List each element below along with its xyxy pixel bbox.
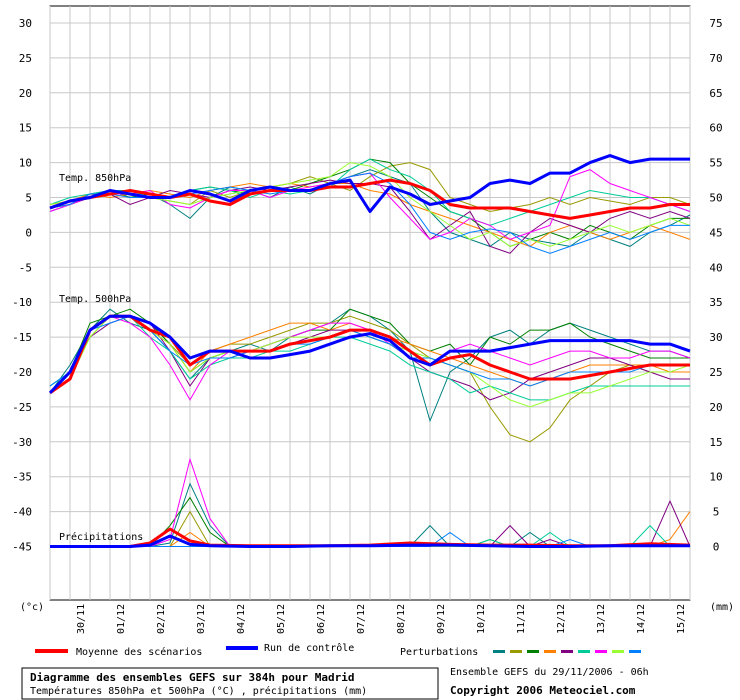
control-series-line — [49, 154, 690, 213]
legend-perturbation-swatch — [561, 650, 573, 653]
control-series-line — [48, 314, 691, 394]
x-tick-label: 30/11 — [76, 604, 87, 634]
left-tick-label: 30 — [19, 17, 32, 30]
chart-subtitle: Températures 850hPa et 500hPa (°C) , pré… — [30, 685, 367, 697]
control-series-line — [50, 534, 690, 548]
right-tick-label: 30 — [709, 331, 722, 344]
perturbation-series-line — [49, 315, 690, 387]
right-tick-label: 25 — [709, 366, 722, 379]
legend-perturbation-swatch — [510, 650, 522, 653]
x-axis: 30/11 01/12 02/12 03/12 04/12 05/12 06/12 07/12… — [76, 604, 687, 634]
x-tick-label: 05/12 — [276, 604, 287, 634]
legend: Moyenne des scénarios Run de contrôle Pe… — [35, 642, 641, 658]
legend-perturbation-swatch — [629, 650, 641, 653]
perturbation-series-line — [49, 315, 690, 401]
main-lines — [48, 154, 691, 548]
title-box — [21, 667, 439, 700]
right-tick-label: 40 — [709, 261, 722, 274]
left-tick-label: -45 — [12, 541, 32, 554]
legend-control-label: Run de contrôle — [264, 642, 354, 654]
left-tick-label: 20 — [19, 87, 32, 100]
right-tick-label: 35 — [709, 296, 722, 309]
right-tick-label: 15 — [709, 436, 722, 449]
right-tick-label: 60 — [709, 122, 722, 135]
right-tick-label: 5 — [713, 506, 720, 519]
legend-perturbation-swatch — [493, 650, 505, 653]
right-tick-label: 0 — [713, 541, 720, 554]
left-tick-label: 25 — [19, 52, 32, 65]
panel-label-t850: Temp. 850hPa — [59, 173, 131, 184]
legend-perturbation-swatches — [493, 650, 641, 653]
left-tick-label: -15 — [12, 331, 32, 344]
legend-mean-label: Moyenne des scénarios — [76, 646, 202, 658]
legend-perturbations-label: Perturbations — [400, 647, 478, 658]
legend-perturbation-swatch — [612, 650, 624, 653]
left-tick-label: 0 — [25, 226, 32, 239]
panel-label-precip: Précipitations — [59, 531, 143, 543]
x-tick-label: 08/12 — [396, 604, 407, 634]
x-tick-label: 10/12 — [476, 604, 487, 634]
x-tick-label: 15/12 — [676, 604, 687, 634]
left-tick-label: -10 — [12, 296, 32, 309]
x-tick-label: 04/12 — [236, 604, 247, 634]
left-unit: (°c) — [20, 602, 44, 613]
right-unit: (mm) — [710, 602, 734, 613]
legend-perturbation-swatch — [544, 650, 556, 653]
right-tick-label: 45 — [709, 226, 722, 239]
left-tick-label: -20 — [12, 366, 32, 379]
right-tick-label: 75 — [709, 17, 722, 30]
left-axis: 30 25 20 15 10 5 0 -5 -10 -15 -20 -25 -30 -35 -40 -45 — [12, 17, 32, 554]
right-tick-label: 50 — [709, 192, 722, 205]
run-info: Ensemble GEFS du 29/11/2006 - 06h — [450, 667, 649, 678]
mean-series-line — [49, 314, 690, 395]
x-tick-label: 01/12 — [116, 604, 127, 634]
x-tick-label: 07/12 — [356, 604, 367, 634]
left-tick-label: -30 — [12, 436, 32, 449]
copyright: Copyright 2006 Meteociel.com — [450, 684, 636, 697]
left-tick-label: 5 — [25, 192, 32, 205]
x-tick-label: 06/12 — [316, 604, 327, 634]
right-tick-label: 70 — [709, 52, 722, 65]
mean-series-line — [49, 178, 690, 220]
x-tick-label: 12/12 — [556, 604, 567, 634]
panel-label-t500: Temp. 500hPa — [59, 294, 131, 305]
x-tick-label: 02/12 — [156, 604, 167, 634]
x-tick-label: 11/12 — [516, 604, 527, 634]
left-tick-label: -35 — [12, 471, 32, 484]
left-tick-label: -25 — [12, 401, 32, 414]
x-tick-label: 09/12 — [436, 604, 447, 634]
x-tick-label: 03/12 — [196, 604, 207, 634]
right-tick-label: 20 — [709, 401, 722, 414]
left-tick-label: -40 — [12, 506, 32, 519]
chart-title: Diagramme des ensembles GEFS sur 384h po… — [30, 671, 355, 684]
left-tick-label: 10 — [19, 157, 32, 170]
legend-perturbation-swatch — [578, 650, 590, 653]
legend-perturbation-swatch — [595, 650, 607, 653]
left-tick-label: 15 — [19, 122, 32, 135]
legend-perturbation-swatch — [527, 650, 539, 653]
right-tick-label: 55 — [709, 157, 722, 170]
left-tick-label: -5 — [19, 261, 32, 274]
x-tick-label: 14/12 — [636, 604, 647, 634]
perturbation-series-line — [49, 308, 690, 387]
right-tick-label: 65 — [709, 87, 722, 100]
right-tick-label: 10 — [709, 471, 722, 484]
x-tick-label: 13/12 — [596, 604, 607, 634]
